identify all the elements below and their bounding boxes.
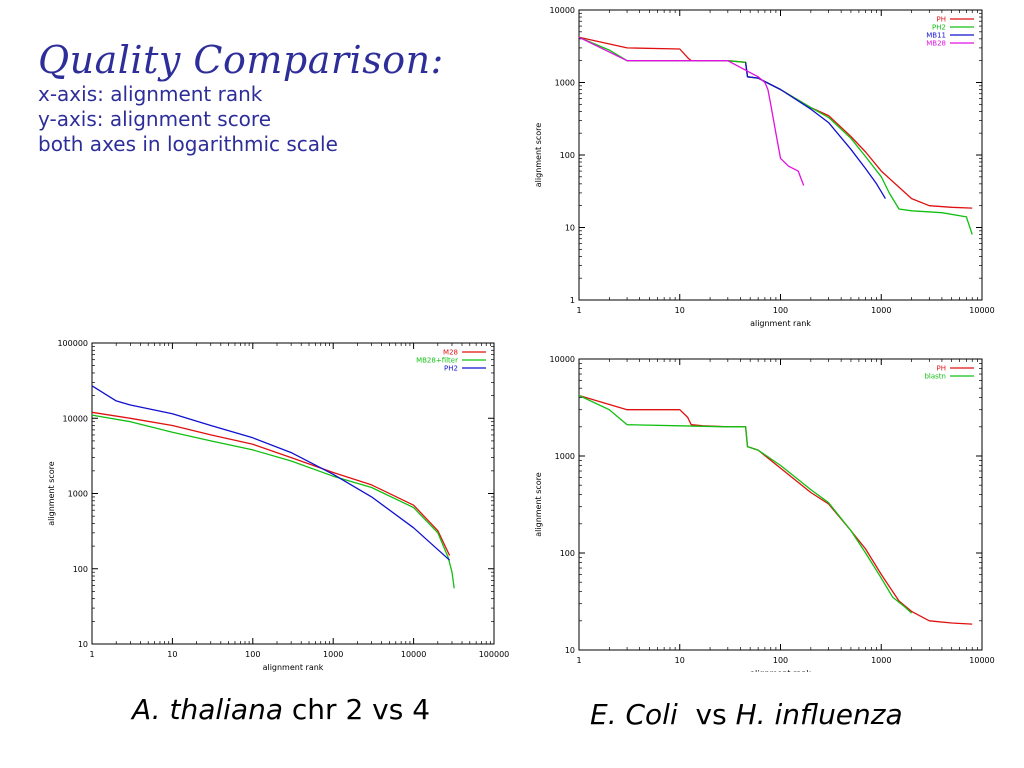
legend-label: MB11 bbox=[926, 32, 946, 40]
legend-label: PH bbox=[937, 365, 947, 373]
y-tick-label: 1000 bbox=[555, 79, 575, 88]
caption-right-species-1: E. Coli bbox=[590, 698, 678, 731]
x-tick-label: 10 bbox=[675, 656, 685, 665]
chart-top-right: 1 10 100 1000 10000 1 10 100 1000 10000 alignment … bbox=[528, 0, 998, 335]
x-tick-label: 1 bbox=[576, 306, 581, 315]
caption-left-detail: chr 2 vs 4 bbox=[282, 693, 431, 726]
x-tick-label: 100 bbox=[245, 650, 260, 659]
caption-right-vs: vs bbox=[677, 698, 736, 731]
y-tick-label: 10 bbox=[565, 224, 575, 233]
x-tick-label: 100 bbox=[773, 306, 788, 315]
subtitle-line-log-scale: both axes in logarithmic scale bbox=[38, 132, 338, 156]
x-axis-label: alignment rank bbox=[263, 663, 324, 672]
y-tick-label: 10 bbox=[565, 646, 575, 655]
y-tick-label: 10 bbox=[78, 640, 88, 649]
title-block: Quality Comparison: x-axis: alignment ra… bbox=[38, 38, 518, 157]
subtitle-line-x-axis: x-axis: alignment rank bbox=[38, 82, 263, 106]
x-tick-label: 1000 bbox=[323, 650, 343, 659]
y-tick-label: 100 bbox=[73, 565, 88, 574]
x-tick-label: 10000 bbox=[969, 306, 994, 315]
series-line-blastn bbox=[578, 394, 913, 614]
y-tick-label: 100 bbox=[560, 151, 575, 160]
series-line-m28 bbox=[91, 411, 451, 556]
caption-right: E. Coli vs H. influenza bbox=[590, 698, 903, 731]
series-line-ph bbox=[578, 394, 973, 625]
x-tick-label: 100000 bbox=[479, 650, 510, 659]
y-tick-label: 100000 bbox=[57, 339, 88, 348]
x-axis-label: alignment rank bbox=[750, 669, 811, 672]
legend-label: blastn bbox=[924, 373, 946, 381]
subtitle-line-y-axis: y-axis: alignment score bbox=[38, 107, 272, 131]
legend-label: M28 bbox=[443, 349, 458, 357]
x-axis-label: alignment rank bbox=[750, 319, 811, 328]
x-tick-label: 100 bbox=[773, 656, 788, 665]
x-tick-label: 1 bbox=[89, 650, 94, 659]
y-tick-label: 1000 bbox=[68, 490, 88, 499]
y-axis-label: alignment score bbox=[534, 472, 543, 537]
y-tick-label: 10000 bbox=[550, 6, 575, 15]
x-tick-label: 1000 bbox=[871, 656, 891, 665]
y-axis-label: alignment score bbox=[47, 461, 56, 526]
x-tick-label: 10 bbox=[675, 306, 685, 315]
y-tick-label: 10000 bbox=[63, 414, 88, 423]
slide-title: Quality Comparison: bbox=[38, 38, 444, 82]
legend-label: MB28+filter bbox=[416, 357, 458, 365]
y-tick-label: 1000 bbox=[555, 452, 575, 461]
series-line-mb28-filter bbox=[91, 414, 455, 589]
legend-label: PH2 bbox=[444, 365, 458, 373]
caption-right-species-2: H. influenza bbox=[735, 698, 903, 731]
series-line-mb28 bbox=[578, 36, 805, 186]
legend-label: PH bbox=[937, 16, 947, 24]
plot-frame bbox=[578, 358, 983, 651]
series-line-ph2 bbox=[91, 385, 451, 561]
legend-label: MB28 bbox=[926, 40, 946, 48]
caption-left: A. thaliana chr 2 vs 4 bbox=[132, 693, 430, 726]
plot-frame bbox=[91, 342, 495, 645]
x-tick-label: 1000 bbox=[871, 306, 891, 315]
y-tick-label: 1 bbox=[570, 296, 575, 305]
x-tick-label: 1 bbox=[576, 656, 581, 665]
y-axis-label: alignment score bbox=[534, 123, 543, 188]
y-tick-label: 10000 bbox=[550, 355, 575, 364]
chart-bottom-left: 1 10 100 1000 10000 1000001010010001000010000… bbox=[30, 333, 530, 685]
x-tick-label: 10000 bbox=[401, 650, 426, 659]
y-tick-label: 100 bbox=[560, 549, 575, 558]
x-tick-label: 10 bbox=[167, 650, 177, 659]
legend-label: PH2 bbox=[932, 24, 946, 32]
x-tick-label: 10000 bbox=[969, 656, 994, 665]
series-line-mb11 bbox=[744, 62, 886, 199]
caption-left-species: A. thaliana bbox=[132, 693, 283, 726]
